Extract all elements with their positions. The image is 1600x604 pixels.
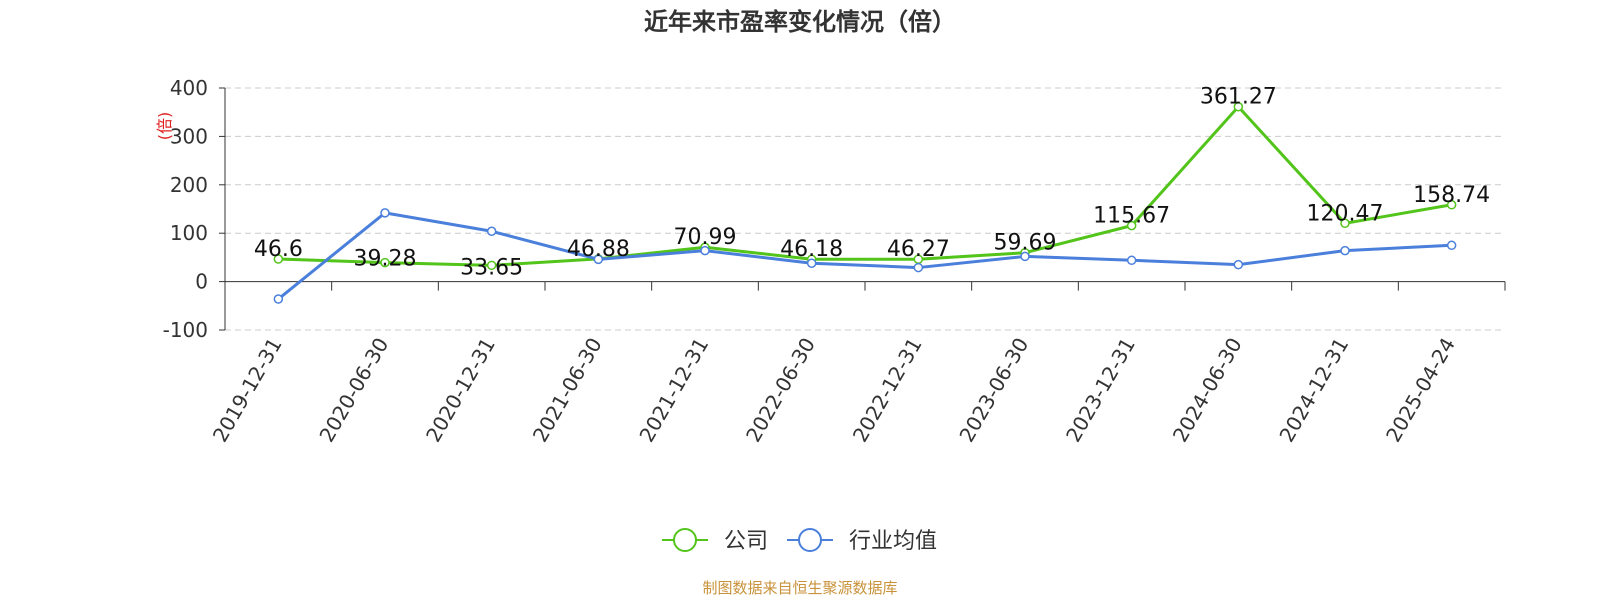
legend-label-company: 公司 bbox=[724, 529, 768, 554]
legend: 公司 行业均值 bbox=[662, 528, 937, 554]
data-label-company: 33.65 bbox=[460, 255, 523, 280]
legend-label-industry-avg: 行业均值 bbox=[849, 529, 937, 554]
data-point-company bbox=[1340, 218, 1350, 229]
y-tick-label: 300 bbox=[170, 124, 208, 148]
data-point-industry-avg bbox=[1020, 251, 1030, 262]
x-tick-label: 2022-06-30 bbox=[741, 334, 820, 447]
data-point-industry-avg bbox=[486, 226, 497, 237]
data-point-company bbox=[1126, 220, 1137, 231]
x-tick-label: 2019-12-31 bbox=[208, 334, 287, 447]
y-axis-label: (倍) bbox=[155, 112, 174, 141]
data-label-company: 46.18 bbox=[780, 237, 843, 262]
data-point-industry-avg bbox=[1126, 255, 1137, 266]
data-point-industry-avg bbox=[273, 294, 284, 304]
data-point-company bbox=[1233, 101, 1244, 112]
y-tick-label: -100 bbox=[163, 318, 208, 342]
x-tick-label: 2020-06-30 bbox=[314, 334, 393, 447]
data-point-industry-avg bbox=[1233, 259, 1244, 270]
legend-marker-company bbox=[673, 528, 697, 552]
x-tick-label: 2023-06-30 bbox=[954, 334, 1033, 447]
x-tick-label: 2023-12-31 bbox=[1061, 334, 1140, 447]
data-label-company: 120.47 bbox=[1307, 201, 1384, 226]
data-point-company bbox=[486, 260, 497, 271]
legend-marker-industry-avg bbox=[798, 528, 822, 552]
x-tick-label: 2021-06-30 bbox=[528, 334, 607, 447]
x-tick-label: 2024-12-31 bbox=[1274, 334, 1353, 447]
chart-title: 近年来市盈率变化情况（倍） bbox=[644, 8, 956, 36]
y-tick-label: 100 bbox=[170, 221, 208, 245]
x-tick-label: 2025-04-24 bbox=[1381, 334, 1460, 447]
data-point-company bbox=[273, 254, 284, 264]
y-tick-label: 200 bbox=[170, 173, 208, 197]
x-tick-label: 2024-06-30 bbox=[1168, 334, 1247, 447]
data-label-company: 46.6 bbox=[254, 237, 303, 262]
x-tick-label: 2022-12-31 bbox=[848, 333, 927, 446]
data-point-industry-avg bbox=[1340, 245, 1350, 256]
x-tick-label: 2020-12-31 bbox=[421, 333, 500, 446]
data-label-company: 46.88 bbox=[567, 237, 630, 262]
data-label-company: 70.99 bbox=[674, 225, 737, 250]
x-tick-label: 2021-12-31 bbox=[634, 334, 713, 447]
source-note: 制图数据来自恒生聚源数据库 bbox=[702, 579, 897, 597]
data-point-industry-avg bbox=[593, 254, 604, 265]
data-label-company: 39.28 bbox=[354, 247, 417, 272]
data-point-industry-avg bbox=[1446, 240, 1457, 251]
data-point-company bbox=[380, 257, 390, 268]
data-label-company: 361.27 bbox=[1200, 85, 1277, 110]
series-line-company bbox=[278, 105, 1452, 267]
y-tick-label: 0 bbox=[195, 270, 208, 294]
data-label-company: 115.67 bbox=[1093, 204, 1170, 229]
data-point-company bbox=[1446, 200, 1457, 210]
data-point-industry-avg bbox=[380, 208, 390, 218]
y-tick-label: 400 bbox=[170, 76, 208, 100]
data-point-industry-avg bbox=[913, 262, 924, 273]
data-label-company: 59.69 bbox=[994, 231, 1057, 256]
data-point-industry-avg bbox=[806, 258, 817, 268]
data-label-company: 46.27 bbox=[887, 237, 950, 262]
data-point-industry-avg bbox=[700, 245, 710, 256]
data-label-company: 158.74 bbox=[1413, 183, 1490, 208]
series-line-industry-avg bbox=[277, 211, 1452, 301]
